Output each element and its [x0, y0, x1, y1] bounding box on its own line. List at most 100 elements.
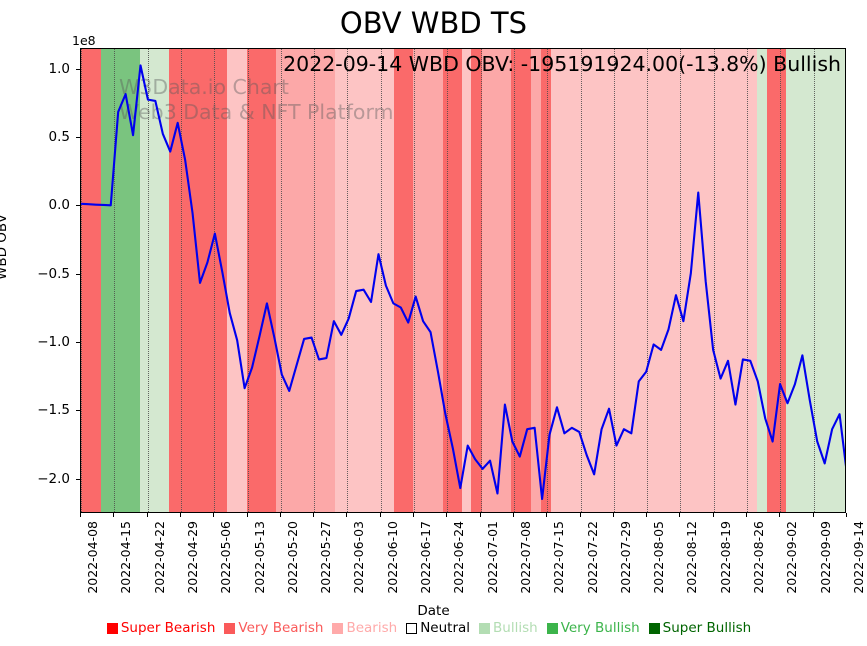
x-tick-mark — [612, 513, 614, 517]
legend-item[interactable]: Very Bearish — [224, 620, 323, 636]
y-tick-mark — [76, 136, 80, 138]
x-tick-mark — [379, 513, 381, 517]
grid-line-vertical — [114, 49, 116, 512]
grid-line-vertical — [247, 49, 249, 512]
sentiment-band — [246, 49, 276, 512]
x-tick-mark — [846, 513, 847, 517]
grid-line-vertical — [480, 49, 482, 512]
legend: Super Bearish Very Bearish Bearish Neutral B… — [0, 620, 867, 636]
legend-item[interactable]: Super Bearish — [106, 620, 215, 636]
grid-line-vertical — [180, 49, 182, 512]
x-tick-mark — [812, 513, 814, 517]
x-tick-mark — [746, 513, 748, 517]
sentiment-band — [767, 49, 787, 512]
series-line-layer — [81, 49, 845, 512]
y-tick-mark — [76, 478, 80, 480]
x-tick-label: 2022-08-12 — [684, 521, 700, 594]
x-tick-label: 2022-06-17 — [418, 521, 434, 594]
x-tick-label: 2022-07-22 — [584, 521, 600, 594]
sentiment-band — [81, 49, 101, 512]
sentiment-band — [757, 49, 768, 512]
legend-swatch-icon — [648, 622, 660, 634]
x-tick-mark — [179, 513, 181, 517]
sentiment-band — [531, 49, 541, 512]
x-tick-label: 2022-04-22 — [151, 521, 167, 594]
sentiment-band — [481, 49, 511, 512]
sentiment-band — [139, 49, 169, 512]
legend-label: Bullish — [493, 620, 538, 636]
x-tick-label: 2022-06-24 — [451, 521, 467, 594]
grid-line-vertical — [414, 49, 416, 512]
x-tick-mark — [413, 513, 415, 517]
y-tick-label: 1.0 — [48, 60, 70, 77]
legend-swatch-icon — [406, 622, 418, 634]
y-tick-label: −1.0 — [37, 334, 70, 351]
legend-item[interactable]: Bullish — [479, 620, 538, 636]
x-tick-label: 2022-04-29 — [184, 521, 200, 594]
plot-area: W3Data.io Chart Web3 Data & NFT Platform… — [80, 48, 846, 513]
x-tick-label: 2022-05-13 — [251, 521, 267, 594]
legend-swatch-icon — [546, 622, 558, 634]
y-tick-mark — [76, 410, 80, 412]
x-tick-label: 2022-05-20 — [284, 521, 300, 594]
grid-line-vertical — [613, 49, 615, 512]
grid-line-vertical — [347, 49, 349, 512]
legend-item[interactable]: Very Bullish — [546, 620, 640, 636]
x-tick-mark — [546, 513, 548, 517]
x-tick-mark — [80, 513, 81, 517]
x-tick-label: 2022-09-09 — [817, 521, 833, 594]
legend-item[interactable]: Neutral — [406, 620, 470, 636]
legend-label: Very Bearish — [238, 620, 324, 636]
y-tick-mark — [76, 68, 80, 70]
x-tick-label: 2022-06-10 — [384, 521, 400, 594]
y-tick-label: 0.5 — [48, 128, 70, 145]
sentiment-bands — [81, 49, 845, 512]
sentiment-band — [227, 49, 247, 512]
legend-swatch-icon — [332, 622, 344, 634]
grid-line-vertical — [580, 49, 582, 512]
legend-label: Very Bullish — [560, 620, 640, 636]
series-line — [81, 64, 845, 501]
x-tick-label: 2022-08-19 — [717, 521, 733, 594]
sentiment-band — [510, 49, 532, 512]
x-tick-mark — [113, 513, 115, 517]
x-tick-mark — [579, 513, 581, 517]
x-tick-mark — [512, 513, 514, 517]
x-tick-mark — [446, 513, 448, 517]
grid-line-vertical — [447, 49, 449, 512]
y-tick-label: −0.5 — [37, 265, 70, 282]
legend-swatch-icon — [479, 622, 491, 634]
grid-line-vertical — [147, 49, 149, 512]
sentiment-band — [550, 49, 758, 512]
x-tick-mark — [279, 513, 281, 517]
annotation-layer: 2022-09-14 WBD OBV: -195191924.00(-13.8%… — [81, 49, 845, 512]
grid-line-vertical — [314, 49, 316, 512]
legend-swatch-icon — [106, 622, 118, 634]
x-tick-mark — [246, 513, 248, 517]
x-tick-label: 2022-07-15 — [551, 521, 567, 594]
x-tick-label: 2022-08-26 — [751, 521, 767, 594]
x-tick-mark — [646, 513, 648, 517]
grid-line-vertical — [747, 49, 749, 512]
x-axis-title: Date — [417, 603, 450, 619]
legend-label: Super Bullish — [662, 620, 752, 636]
sentiment-band — [393, 49, 413, 512]
sentiment-band — [275, 49, 335, 512]
x-tick-label: 2022-04-15 — [118, 521, 134, 594]
x-tick-label: 2022-09-02 — [784, 521, 800, 594]
x-tick-label: 2022-05-27 — [318, 521, 334, 594]
x-tick-mark — [712, 513, 714, 517]
annotation-text: 2022-09-14 WBD OBV: -195191924.00(-13.8%… — [283, 52, 841, 76]
grid-line-vertical — [780, 49, 782, 512]
y-tick-label: −1.5 — [37, 402, 70, 419]
x-tick-mark — [213, 513, 215, 517]
grid-line-vertical — [680, 49, 682, 512]
grid-lines — [81, 49, 845, 512]
grid-line-vertical — [813, 49, 815, 512]
legend-item[interactable]: Bearish — [332, 620, 397, 636]
x-tick-mark — [479, 513, 481, 517]
grid-line-vertical — [513, 49, 515, 512]
x-tick-label: 2022-07-08 — [517, 521, 533, 594]
y-tick-label: −2.0 — [37, 470, 70, 487]
legend-item[interactable]: Super Bullish — [648, 620, 752, 636]
